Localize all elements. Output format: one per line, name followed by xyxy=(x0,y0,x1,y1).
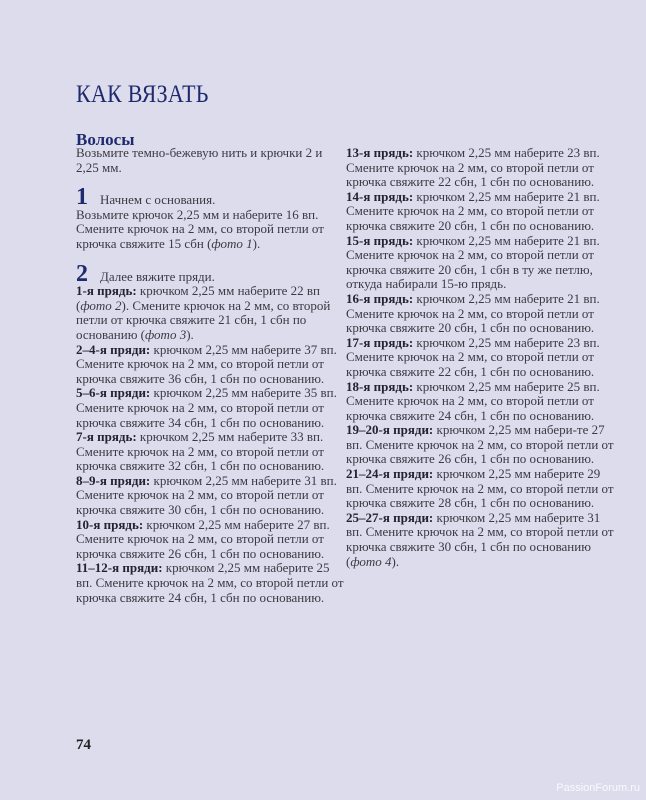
strand-instruction: 19–20-я пряди: крючком 2,25 мм набери-те… xyxy=(346,422,614,467)
instruction-text: крючком 2,25 мм набери-те 27 вп. Смените… xyxy=(346,422,614,467)
step-number: 2 xyxy=(76,260,88,287)
strand-instruction: 13-я прядь: крючком 2,25 мм наберите 23 … xyxy=(346,145,614,190)
strand-label: 11–12-я пряди: xyxy=(76,560,163,576)
strand-label: 25–27-я пряди: xyxy=(346,509,434,525)
strand-instruction: 7-я прядь: крючком 2,25 мм наберите 33 в… xyxy=(76,429,344,474)
instruction-text: крючком 2,25 мм наберите 25 вп. Смените … xyxy=(76,560,344,605)
strand-instruction: 14-я прядь: крючком 2,25 мм наберите 21 … xyxy=(346,188,614,234)
strand-list-left: 1-я прядь: крючком 2,25 мм наберите 22 в… xyxy=(76,283,344,605)
section-heading: Волосы xyxy=(76,130,135,150)
instruction-text: крючком 2,25 мм наберите 31 вп. Смените … xyxy=(346,509,614,569)
strand-instruction: 15-я прядь: крючком 2,25 мм наберите 21 … xyxy=(346,232,614,292)
strand-label: 1-я прядь: xyxy=(76,283,137,299)
step-heading: 2 Далее вяжите пряди. xyxy=(76,260,344,287)
step-block: 2 Далее вяжите пряди. xyxy=(76,260,344,287)
strand-label: 13-я прядь: xyxy=(346,145,414,160)
step-lead: Начнем с основания. xyxy=(100,192,216,208)
strand-label: 8–9-я пряди: xyxy=(76,472,151,488)
strand-label: 18-я прядь: xyxy=(346,378,414,394)
instruction-text: крючком 2,25 мм наберите 21 вп. Смените … xyxy=(346,188,600,233)
page-title: КАК ВЯЗАТЬ xyxy=(76,80,209,108)
strand-label: 2–4-я пряди: xyxy=(76,341,151,357)
strand-instruction: 18-я прядь: крючком 2,25 мм наберите 25 … xyxy=(346,378,614,424)
steps: 1 Начнем с основания. Возьмите крючок 2,25… xyxy=(76,184,344,287)
strand-instruction: 25–27-я пряди: крючком 2,25 мм наберите … xyxy=(346,509,614,569)
watermark: PassionForum.ru xyxy=(556,782,640,794)
instruction-text: крючком 2,25 мм наберите 23 вп. Смените … xyxy=(346,334,600,379)
step-lead: Далее вяжите пряди. xyxy=(100,268,215,284)
instruction-text: крючком 2,25 мм наберите 21 вп. Смените … xyxy=(346,290,600,336)
step-text: Возьмите крючок 2,25 мм и наберите 16 вп… xyxy=(76,206,344,252)
strand-instruction: 1-я прядь: крючком 2,25 мм наберите 22 в… xyxy=(76,283,344,342)
photo-reference: фото 4 xyxy=(350,553,392,569)
instruction-text: крючком 2,25 мм наберите 21 вп. Смените … xyxy=(346,232,600,292)
left-column: Возьмите темно-бежевую нить и крючки 2 и… xyxy=(76,145,344,605)
strand-instruction: 2–4-я пряди: крючком 2,25 мм наберите 37… xyxy=(76,341,344,387)
strand-instruction: 16-я прядь: крючком 2,25 мм наберите 21 … xyxy=(346,290,614,336)
instruction-text: ). Смените крючок на 2 мм, со второй пет… xyxy=(76,297,331,342)
page-number: 74 xyxy=(76,737,91,753)
instruction-text: ). xyxy=(252,235,261,251)
strand-list-right: 13-я прядь: крючком 2,25 мм наберите 23 … xyxy=(346,145,614,569)
strand-instruction: 17-я прядь: крючком 2,25 мм наберите 23 … xyxy=(346,334,614,380)
instruction-text: ). xyxy=(186,326,194,342)
instruction-text: крючком 2,25 мм наберите 33 вп. Смените … xyxy=(76,429,325,474)
instruction-text: ). xyxy=(391,553,400,569)
strand-label: 17-я прядь: xyxy=(346,334,414,350)
step-block: 1 Начнем с основания. Возьмите крючок 2,25… xyxy=(76,184,344,252)
photo-reference: фото 1 xyxy=(211,235,253,251)
photo-reference: фото 3 xyxy=(145,326,187,342)
instruction-text: крючком 2,25 мм наберите 23 вп. Смените … xyxy=(346,145,600,190)
instruction-text: крючком 2,25 мм наберите 29 вп. Смените … xyxy=(346,466,614,511)
strand-label: 21–24-я пряди: xyxy=(346,466,434,482)
strand-label: 7-я прядь: xyxy=(76,429,137,445)
instruction-text: крючком 2,25 мм наберите 25 вп. Смените … xyxy=(346,378,600,423)
step-heading: 1 Начнем с основания. xyxy=(76,184,344,211)
strand-label: 5–6-я пряди: xyxy=(76,385,151,401)
strand-instruction: 5–6-я пряди: крючком 2,25 мм наберите 35… xyxy=(76,385,344,430)
strand-instruction: 11–12-я пряди: крючком 2,25 мм наберите … xyxy=(76,561,344,605)
instruction-text: крючком 2,25 мм наберите 22 вп ( xyxy=(76,283,321,313)
strand-label: 16-я прядь: xyxy=(346,290,414,306)
instruction-text: крючком 2,25 мм наберите 35 вп. Смените … xyxy=(76,385,337,430)
instruction-text: крючком 2,25 мм наберите 37 вп. Смените … xyxy=(76,341,337,386)
instruction-text: крючком 2,25 мм наберите 31 вп. Смените … xyxy=(76,472,337,518)
strand-label: 10-я прядь: xyxy=(76,516,144,532)
strand-label: 15-я прядь: xyxy=(346,232,414,248)
strand-label: 19–20-я пряди: xyxy=(346,422,434,438)
strand-instruction: 10-я прядь: крючком 2,25 мм наберите 27 … xyxy=(76,516,344,562)
instruction-text: Возьмите крючок 2,25 мм и наберите 16 вп… xyxy=(76,206,324,251)
right-column: 13-я прядь: крючком 2,25 мм наберите 23 … xyxy=(346,145,614,569)
photo-reference: фото 2 xyxy=(80,297,122,313)
instruction-text: крючком 2,25 мм наберите 27 вп. Смените … xyxy=(76,516,330,561)
strand-instruction: 8–9-я пряди: крючком 2,25 мм наберите 31… xyxy=(76,472,344,518)
step-number: 1 xyxy=(76,184,88,211)
strand-instruction: 21–24-я пряди: крючком 2,25 мм наберите … xyxy=(346,466,614,511)
strand-label: 14-я прядь: xyxy=(346,188,414,204)
intro-paragraph: Возьмите темно-бежевую нить и крючки 2 и… xyxy=(76,145,323,175)
